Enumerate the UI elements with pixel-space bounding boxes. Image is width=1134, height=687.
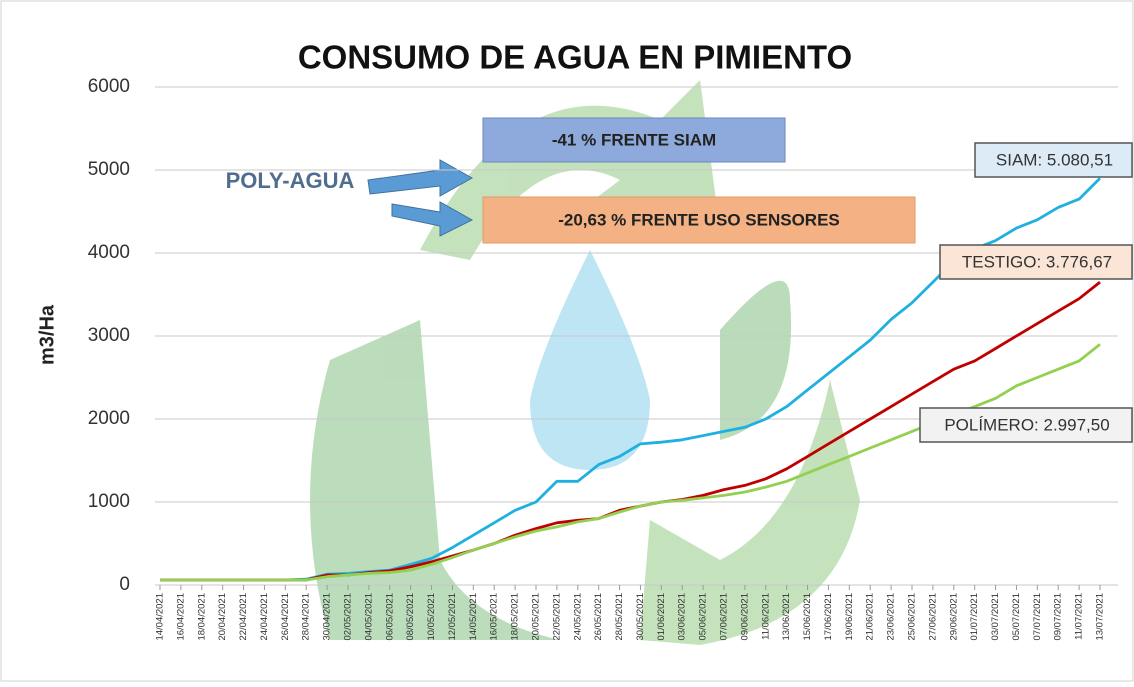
x-tick-label: 20/05/2021 [531,593,542,641]
x-tick-label: 23/06/2021 [886,593,897,641]
x-tick-label: 30/05/2021 [635,593,646,641]
y-tick-label: 6000 [88,76,130,97]
legend-label: TESTIGO: 3.776,67 [962,252,1112,271]
y-tick-label: 3000 [88,325,130,346]
x-tick-label: 01/06/2021 [656,593,667,641]
x-tick-label: 21/06/2021 [865,593,876,641]
x-tick-label: 13/07/2021 [1095,593,1106,641]
x-tick-label: 09/07/2021 [1053,593,1064,641]
x-tick-label: 13/06/2021 [781,593,792,641]
x-tick-label: 01/07/2021 [969,593,980,641]
x-tick-label: 28/05/2021 [614,593,625,641]
chart: CONSUMO DE AGUA EN PIMIENTO m3/Ha POLY-A… [0,0,1134,682]
x-tick-label: 04/05/2021 [363,593,374,641]
y-tick-label: 1000 [88,491,130,512]
x-tick-label: 14/04/2021 [155,593,166,641]
x-tick-label: 07/06/2021 [719,593,730,641]
x-tick-label: 10/05/2021 [426,593,437,641]
x-tick-label: 16/05/2021 [489,593,500,641]
annotation: -41 % FRENTE SIAM [552,130,716,149]
x-tick-label: 30/04/2021 [322,593,333,641]
x-tick-label: 22/04/2021 [238,593,249,641]
chart-title: CONSUMO DE AGUA EN PIMIENTO [298,39,852,76]
x-tick-label: 12/05/2021 [447,593,458,641]
x-tick-label: 29/06/2021 [948,593,959,641]
x-tick-label: 05/06/2021 [698,593,709,641]
legend-label: SIAM: 5.080,51 [996,150,1113,169]
x-tick-label: 18/05/2021 [510,593,521,641]
x-tick-label: 09/06/2021 [739,593,750,641]
x-tick-label: 24/04/2021 [259,593,270,641]
x-tick-label: 03/06/2021 [677,593,688,641]
x-tick-label: 03/07/2021 [990,593,1001,641]
y-tick-label: 2000 [88,408,130,429]
x-tick-label: 28/04/2021 [301,593,312,641]
y-axis-label: m3/Ha [36,304,58,365]
x-tick-label: 06/05/2021 [384,593,395,641]
x-tick-label: 27/06/2021 [927,593,938,641]
y-tick-label: 0 [119,574,130,595]
x-tick-label: 08/05/2021 [405,593,416,641]
x-tick-label: 07/07/2021 [1032,593,1043,641]
x-tick-label: 16/04/2021 [175,593,186,641]
x-tick-label: 05/07/2021 [1011,593,1022,641]
x-tick-label: 15/06/2021 [802,593,813,641]
x-tick-label: 02/05/2021 [343,593,354,641]
x-tick-label: 26/04/2021 [280,593,291,641]
legend-label: POLÍMERO: 2.997,50 [944,415,1109,434]
x-tick-label: 24/05/2021 [572,593,583,641]
y-tick-label: 5000 [88,159,130,180]
x-tick-label: 17/06/2021 [823,593,834,641]
annotation: POLY-AGUA [226,168,355,193]
x-tick-label: 18/04/2021 [196,593,207,641]
x-tick-label: 26/05/2021 [593,593,604,641]
y-tick-label: 4000 [88,242,130,263]
x-tick-label: 11/06/2021 [760,593,771,640]
x-tick-label: 19/06/2021 [844,593,855,641]
x-tick-label: 11/07/2021 [1074,593,1085,640]
x-tick-label: 22/05/2021 [551,593,562,641]
x-tick-label: 14/05/2021 [468,593,479,641]
annotation: -20,63 % FRENTE USO SENSORES [558,210,840,229]
x-tick-label: 25/06/2021 [907,593,918,641]
x-tick-label: 20/04/2021 [217,593,228,641]
